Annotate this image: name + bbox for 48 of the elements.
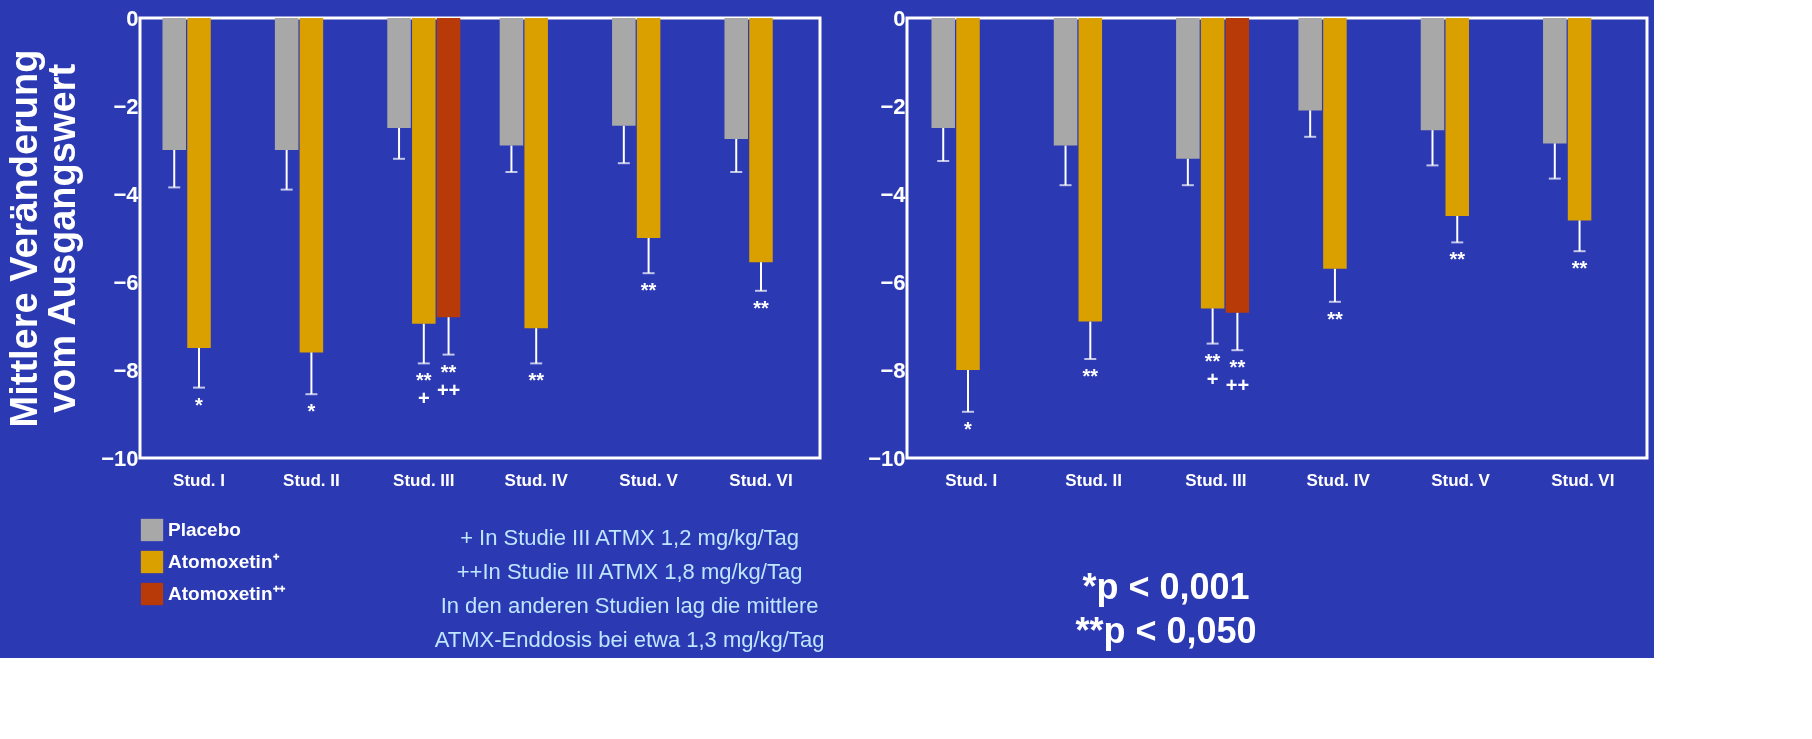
data-label: ** ++ [1225,356,1250,397]
x-tick-label: Stud. I [173,470,225,490]
x-tick-label: Stud. V [1431,470,1491,490]
legend-label: Atomoxetin⁺⁺ [168,583,286,604]
data-label: ** + [416,369,432,410]
y-tick-label: 0 [126,5,139,31]
text: *p < 0,001 [1082,566,1250,607]
text: In den anderen Studien lag die mittlere [440,593,819,618]
text: + In Studie III ATMX 1,2 mg/kg/Tag [460,525,800,550]
text: ATMX-Enddosis bei etwa 1,3 mg/kg/Tag [434,627,825,652]
text: **p < 0,050 [1075,610,1257,651]
y-tick-label: −6 [113,269,139,295]
y-tick-label: −8 [880,357,906,383]
text: ++In Studie III ATMX 1,8 mg/kg/Tag [456,559,803,584]
legend-label: Atomoxetin⁺ [168,551,280,572]
data-label: ** ++ [436,360,461,401]
x-tick-label: Stud. VI [729,470,793,490]
data-label: ** [1449,248,1466,271]
y-tick-label: −10 [868,445,906,471]
data-label: ** [1327,307,1343,330]
data-label: ** [753,296,769,319]
x-tick-label: Stud. II [1065,470,1122,490]
data-label: ** [528,369,545,392]
x-tick-label: Stud. II [283,470,340,490]
data-label: ** [1082,365,1099,387]
data-label: * [307,400,316,423]
y-tick-label: −8 [113,357,139,383]
y-tick-label: −2 [113,93,139,119]
x-tick-label: Stud. IV [504,470,569,490]
data-label: * [195,393,204,416]
y-tick-label: −4 [880,181,907,207]
data-label: * [964,417,973,440]
data-label: ** [1571,257,1588,280]
data-label: ** + [1204,349,1221,390]
x-tick-label: Stud. III [1185,470,1247,490]
data-label: ** [640,279,657,302]
y-axis-title: Mittlere Veränderung vom Ausgangswert [3,49,84,428]
legend-label: Placebo [168,519,241,540]
x-tick-label: Stud. IV [1306,470,1371,490]
x-tick-label: Stud. VI [1551,470,1615,490]
y-tick-label: −6 [880,269,906,295]
y-tick-label: −10 [101,445,139,471]
x-tick-label: Stud. III [393,470,455,490]
x-tick-label: Stud. V [619,470,679,490]
y-tick-label: −2 [880,93,906,119]
y-tick-label: 0 [893,5,906,31]
y-tick-label: −4 [113,181,140,207]
x-tick-label: Stud. I [945,470,998,490]
